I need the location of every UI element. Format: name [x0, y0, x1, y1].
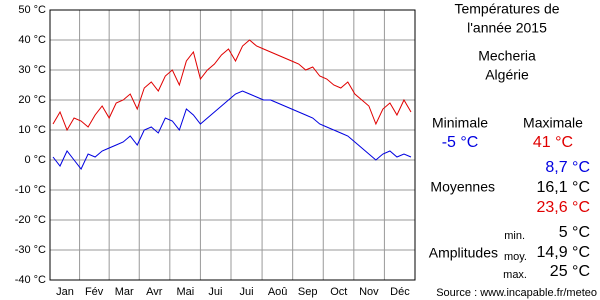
title: Températures de	[454, 1, 559, 17]
value: 8,7 °C	[545, 159, 590, 176]
label: moy.	[504, 251, 527, 263]
x-tick-label: Jan	[56, 286, 74, 298]
value: 5 °C	[559, 224, 590, 241]
label: Amplitudes	[429, 245, 498, 261]
plot-frame	[49, 9, 416, 281]
label: max.	[503, 269, 527, 281]
y-tick-label: 30 °C	[18, 64, 46, 76]
side-panel: Températures de l'année 2015 Mecheria Al…	[432, 1, 583, 152]
label: Minimale	[432, 115, 488, 131]
temperature-line	[52, 39, 412, 132]
x-tick-label: Mar	[115, 286, 134, 298]
country: Algérie	[485, 67, 529, 83]
y-tick-label: -30 °C	[15, 244, 46, 256]
y-tick-label: 0 °C	[24, 154, 46, 166]
x-tick-label: Avr	[146, 286, 163, 298]
value: 16,1 °C	[536, 179, 590, 196]
x-tick-label: Sep	[298, 286, 318, 298]
x-tick-label: Nov	[359, 286, 379, 298]
temperature-line	[52, 90, 412, 170]
value: 14,9 °C	[536, 244, 590, 261]
y-tick-label: 20 °C	[18, 94, 46, 106]
x-tick-label: Fév	[85, 286, 104, 298]
value: 25 °C	[550, 263, 590, 280]
title: l'année 2015	[467, 20, 547, 36]
x-tick-label: Jui	[208, 286, 222, 298]
label: Moyennes	[430, 179, 495, 195]
x-tick-label: Mai	[177, 286, 195, 298]
x-tick-label: Aoû	[268, 286, 288, 298]
city: Mecheria	[478, 48, 536, 64]
source: Source : www.incapable.fr/meteo	[436, 287, 597, 299]
side-panel: 8,7 °C Moyennes 16,1 °C 23,6 °C min. 5 °…	[429, 159, 597, 299]
y-tick-label: -10 °C	[15, 184, 46, 196]
value: 23,6 °C	[536, 199, 590, 216]
x-tick-label: Déc	[390, 286, 410, 298]
x-tick-label: Jui	[240, 286, 254, 298]
plot-frame	[49, 9, 416, 281]
label: min.	[504, 230, 525, 242]
y-tick-label: 40 °C	[18, 34, 46, 46]
x-tick-label: Oct	[330, 286, 347, 298]
value: 41 °C	[533, 134, 573, 151]
y-tick-label: 10 °C	[18, 124, 46, 136]
y-tick-label: -40 °C	[15, 274, 46, 286]
label: Maximale	[523, 115, 583, 131]
y-tick-label: 50 °C	[18, 4, 46, 16]
y-tick-label: -20 °C	[15, 214, 46, 226]
value: -5 °C	[442, 134, 479, 151]
